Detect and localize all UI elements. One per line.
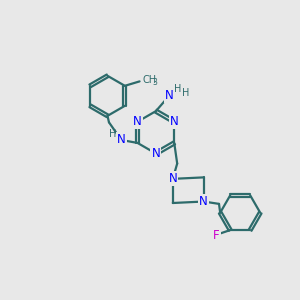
Text: F: F [213,229,220,242]
Text: H: H [174,84,181,94]
Text: H: H [110,128,117,139]
Text: N: N [168,172,177,185]
Text: 3: 3 [152,78,157,87]
Text: N: N [133,115,142,128]
Text: N: N [117,134,126,146]
Text: H: H [182,88,189,98]
Text: CH: CH [142,75,157,85]
Text: N: N [199,195,208,208]
Text: N: N [170,115,178,128]
Text: N: N [152,147,160,160]
Text: N: N [165,89,173,102]
